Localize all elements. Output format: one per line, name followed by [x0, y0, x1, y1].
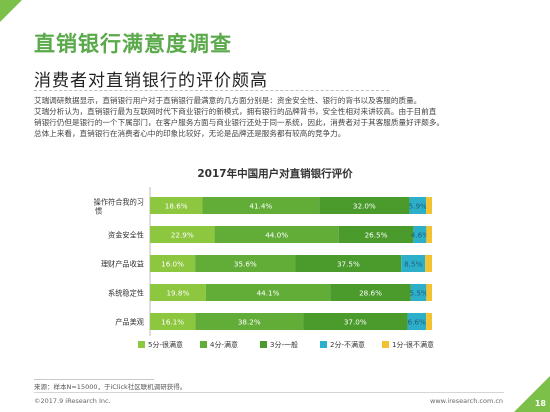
bar-segment: [303, 313, 408, 330]
bar-segment: [409, 197, 427, 214]
bar-segment: [195, 313, 304, 330]
data-label: 16.0%: [161, 260, 184, 269]
data-label: 41.4%: [249, 202, 272, 211]
source-divider: [34, 379, 154, 380]
data-label: 18.6%: [165, 202, 188, 211]
category-label: 操作符合我的习: [94, 198, 144, 207]
page-subtitle: 消费者对直销银行的评价颇高: [34, 71, 268, 91]
data-label: 8.5%: [404, 260, 422, 269]
data-label: 4.6%: [411, 231, 429, 240]
title-divider: [34, 90, 389, 91]
data-label: 28.6%: [359, 289, 382, 298]
bar-segment: [426, 284, 432, 301]
category-label: 资金安全性: [108, 231, 144, 240]
site-url: www.iresearch.com.cn: [430, 397, 504, 405]
bar-segment: [426, 197, 432, 214]
bar-segment: [407, 313, 427, 330]
data-label: 38.2%: [238, 318, 261, 327]
legend-label: 4分-满意: [210, 340, 238, 349]
legend-label: 3分-一般: [270, 340, 298, 349]
data-label: 16.1%: [161, 318, 184, 327]
bar-segment: [426, 313, 432, 330]
data-label: 19.8%: [166, 289, 189, 298]
bar-segment: [150, 284, 206, 301]
paragraph-line: 艾瑞分析认为，直销银行最为互联网时代下商业银行的新模式，拥有银行的品牌背书，安全…: [34, 107, 437, 116]
page-title: 直销银行满意度调查: [34, 32, 232, 56]
legend-swatch: [382, 341, 389, 348]
bar-segment: [214, 226, 339, 243]
bar-segment: [338, 226, 414, 243]
category-label: 产品美观: [115, 318, 144, 327]
data-label: 22.9%: [171, 231, 194, 240]
bar-segment: [195, 255, 296, 272]
legend-label: 1分-很不满意: [392, 340, 434, 349]
bar-segment: [425, 255, 432, 272]
data-label: 37.5%: [337, 260, 360, 269]
data-label: 6.6%: [408, 318, 426, 327]
bar-segment: [205, 284, 331, 301]
bar-segment: [150, 197, 203, 214]
data-label: 44.1%: [257, 289, 280, 298]
legend-label: 5分-很满意: [148, 340, 183, 349]
bar-segment: [295, 255, 402, 272]
category-label: 系统稳定性: [108, 289, 144, 298]
footer-divider: [34, 392, 504, 393]
data-label: 5.5%: [409, 289, 427, 298]
data-label: 44.0%: [265, 231, 288, 240]
description-paragraph: 艾瑞调研数据显示，直销银行用户对于直销银行最满意的几方面分别是：资金安全性、银行…: [34, 95, 534, 139]
page-corner-accent: [514, 376, 550, 412]
bar-segment: [150, 255, 196, 272]
bar-segment: [150, 313, 196, 330]
data-label: 26.5%: [365, 231, 388, 240]
copyright-text: ©2017.9 iResearch Inc.: [34, 397, 111, 405]
category-label: 惯: [95, 207, 102, 216]
bar-segment: [401, 255, 426, 272]
bar-segment: [330, 284, 411, 301]
legend-swatch: [260, 341, 267, 348]
paragraph-line: 艾瑞调研数据显示，直销银行用户对于直销银行最满意的几方面分别是：资金安全性、银行…: [34, 96, 422, 105]
data-label: 5.9%: [409, 202, 427, 211]
bar-segment: [319, 197, 410, 214]
bar-segment: [426, 226, 432, 243]
bar-segment: [410, 284, 427, 301]
source-note: 来源：样本N=15000，于iClick社区联机调研获得。: [34, 383, 187, 391]
category-label: 理财产品收益: [101, 260, 144, 269]
data-label: 35.6%: [234, 260, 257, 269]
legend-swatch: [138, 341, 145, 348]
data-label: 37.0%: [344, 318, 367, 327]
bar-segment: [150, 226, 215, 243]
legend-swatch: [200, 341, 207, 348]
bar-segment: [413, 226, 427, 243]
bar-segment: [202, 197, 320, 214]
data-label: 32.0%: [353, 202, 376, 211]
page-number: 18: [534, 399, 546, 408]
legend-swatch: [320, 341, 327, 348]
paragraph-line: 总体上来看，直销银行在消费者心中的印象比较好，无论是品牌还是服务都有较高的竞争力…: [34, 129, 346, 138]
legend-label: 2分-不满意: [330, 340, 365, 349]
corner-accent: [0, 0, 22, 22]
chart-title: 2017年中国用户对直销银行评价: [197, 168, 353, 180]
paragraph-line: 销银行仍但是银行的一个下属部门，在客户服务方面与商业银行还处于同一系统，因此，消…: [34, 118, 445, 127]
